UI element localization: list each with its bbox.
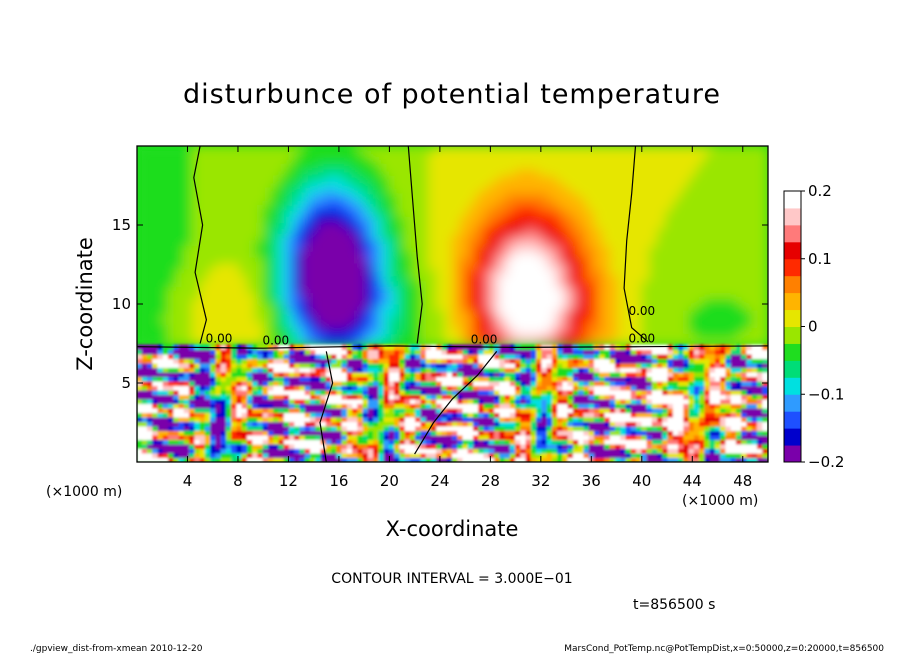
plot-area: 0.00 0.00 0.00 0.00 0.00: [137, 146, 768, 462]
colorbar-swatch-6: [784, 360, 801, 378]
contour-line-2: [407, 146, 423, 344]
colorbar-tick-label-4: −0.1: [808, 385, 844, 403]
x-tick-label-20: 20: [380, 472, 399, 490]
x-unit-label-right: (×1000 m): [682, 493, 758, 509]
x-tick-label-16: 16: [329, 472, 348, 490]
colorbar-swatch-3: [784, 411, 801, 429]
contour-line-6: [414, 351, 498, 455]
contour-labels: 0.00 0.00 0.00 0.00 0.00: [206, 304, 655, 347]
colorbar: [783, 190, 802, 463]
chart-title: disturbunce of potential temperature: [183, 79, 721, 110]
x-tick-label-8: 8: [233, 472, 243, 490]
colorbar-swatch-12: [784, 258, 801, 277]
contour-label-5: 0.00: [628, 304, 655, 318]
contour-line-4: [137, 345, 768, 349]
colorbar-swatch-7: [784, 343, 801, 361]
y-tick-label-15: 15: [112, 216, 131, 234]
colorbar-swatch-10: [784, 292, 801, 311]
contour-interval-label: CONTOUR INTERVAL = 3.000E−01: [331, 571, 572, 587]
contour-line-5: [319, 351, 334, 462]
colorbar-swatch-15: [784, 207, 801, 226]
y-axis-label: Z-coordinate: [73, 237, 97, 371]
colorbar-swatch-2: [784, 428, 801, 446]
footer-left: ./gpview_dist-from-xmean 2010-12-20: [30, 644, 203, 654]
colorbar-swatch-14: [784, 224, 801, 243]
lower-field: [137, 344, 768, 462]
contour-label-1: 0.00: [206, 332, 233, 346]
colorbar-tick-label-2: 0.1: [808, 250, 832, 268]
x-tick-label-4: 4: [183, 472, 193, 490]
x-tick-label-48: 48: [733, 472, 752, 490]
x-unit-label-left: (×1000 m): [46, 484, 122, 500]
x-tick-label-24: 24: [430, 472, 449, 490]
x-tick-label-44: 44: [683, 472, 702, 490]
time-label: t=856500 s: [633, 597, 715, 613]
colorbar-tick-label-5: −0.2: [808, 453, 844, 471]
x-tick-label-28: 28: [481, 472, 500, 490]
x-axis-ticks: 4 8 12 16 20 24 28 32 36 40 44 48: [183, 146, 752, 490]
colorbar-tick-label-1: 0.2: [808, 182, 832, 200]
y-tick-label-5: 5: [121, 374, 131, 392]
y-axis-ticks: 5 10 15: [112, 216, 768, 392]
colorbar-ticks: 0.2 0.1 0 −0.1 −0.2: [801, 182, 844, 471]
contour-line-1: [193, 146, 208, 344]
y-tick-label-10: 10: [112, 295, 131, 313]
colorbar-swatch-5: [784, 377, 801, 395]
colorbar-tick-label-3: 0: [808, 318, 818, 336]
contour-label-4: 0.00: [628, 332, 655, 346]
x-tick-label-40: 40: [632, 472, 651, 490]
footer-right: MarsCond_PotTemp.nc@PotTempDist,x=0:5000…: [564, 644, 884, 654]
contour-line-3: [623, 146, 649, 343]
x-tick-label-32: 32: [531, 472, 550, 490]
colorbar-swatch-1: [784, 445, 801, 463]
contour-label-3: 0.00: [471, 333, 498, 347]
colorbar-swatch-4: [784, 394, 801, 412]
colorbar-swatch-9: [784, 309, 801, 327]
colorbar-swatch-16: [784, 191, 801, 209]
colorbar-swatch-11: [784, 275, 801, 294]
contour-label-2: 0.00: [262, 333, 289, 347]
x-tick-label-36: 36: [582, 472, 601, 490]
x-axis-label: X-coordinate: [386, 517, 519, 541]
colorbar-swatch-13: [784, 241, 801, 260]
contour-lines: [137, 146, 768, 462]
colorbar-swatch-8: [784, 326, 801, 344]
upper-field: [137, 146, 768, 346]
x-tick-label-12: 12: [279, 472, 298, 490]
